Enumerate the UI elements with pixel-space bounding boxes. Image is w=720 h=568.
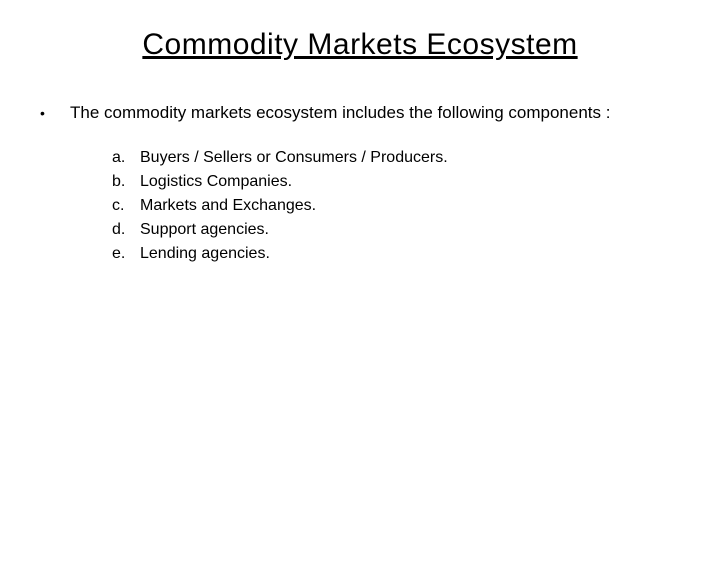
sub-marker: e. bbox=[112, 242, 140, 266]
sub-text: Markets and Exchanges. bbox=[140, 194, 316, 218]
sub-text: Support agencies. bbox=[140, 218, 269, 242]
sub-marker: a. bbox=[112, 146, 140, 170]
list-item: c. Markets and Exchanges. bbox=[112, 194, 690, 218]
bullet-item: • The commodity markets ecosystem includ… bbox=[40, 102, 690, 124]
slide-title: Commodity Markets Ecosystem bbox=[0, 28, 720, 62]
bullet-marker: • bbox=[40, 102, 70, 124]
sub-marker: c. bbox=[112, 194, 140, 218]
sub-text: Logistics Companies. bbox=[140, 170, 292, 194]
sub-marker: d. bbox=[112, 218, 140, 242]
sub-list: a. Buyers / Sellers or Consumers / Produ… bbox=[40, 146, 690, 266]
bullet-text: The commodity markets ecosystem includes… bbox=[70, 102, 610, 124]
slide-body: • The commodity markets ecosystem includ… bbox=[0, 102, 720, 266]
list-item: e. Lending agencies. bbox=[112, 242, 690, 266]
sub-marker: b. bbox=[112, 170, 140, 194]
list-item: b. Logistics Companies. bbox=[112, 170, 690, 194]
list-item: a. Buyers / Sellers or Consumers / Produ… bbox=[112, 146, 690, 170]
sub-text: Lending agencies. bbox=[140, 242, 270, 266]
sub-text: Buyers / Sellers or Consumers / Producer… bbox=[140, 146, 448, 170]
list-item: d. Support agencies. bbox=[112, 218, 690, 242]
slide: Commodity Markets Ecosystem • The commod… bbox=[0, 28, 720, 568]
